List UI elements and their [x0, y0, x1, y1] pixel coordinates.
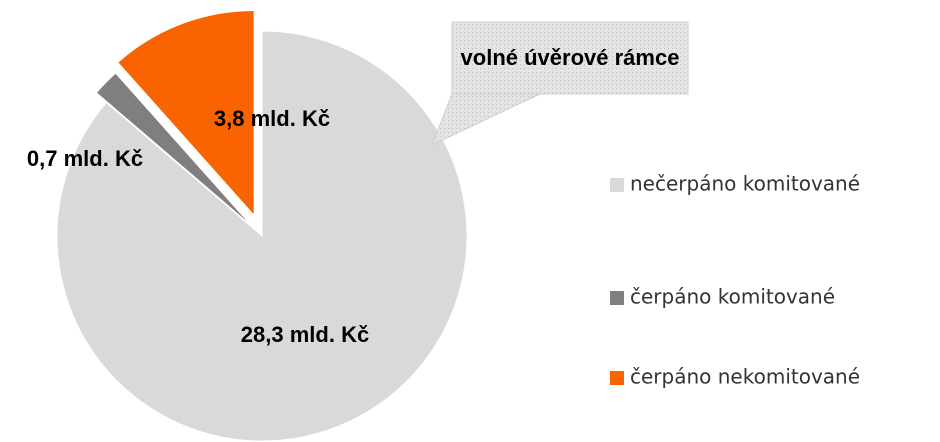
legend-swatch [610, 291, 624, 305]
legend-label: čerpáno nekomitované [630, 365, 860, 389]
pie-slice [56, 30, 468, 442]
legend-label: čerpáno komitované [630, 285, 835, 309]
data-label: 3,8 mld. Kč [214, 106, 330, 131]
legend-label: nečerpáno komitované [630, 172, 860, 196]
legend-swatch [610, 371, 624, 385]
callout-text: volné úvěrové rámce [460, 45, 680, 70]
data-label: 28,3 mld. Kč [241, 322, 369, 347]
callout-pointer [431, 93, 541, 146]
pie-slice [117, 9, 255, 217]
legend-swatch [610, 178, 624, 192]
pie-slice [95, 72, 253, 227]
callout-box [451, 21, 689, 95]
data-label: 0,7 mld. Kč [27, 146, 143, 171]
